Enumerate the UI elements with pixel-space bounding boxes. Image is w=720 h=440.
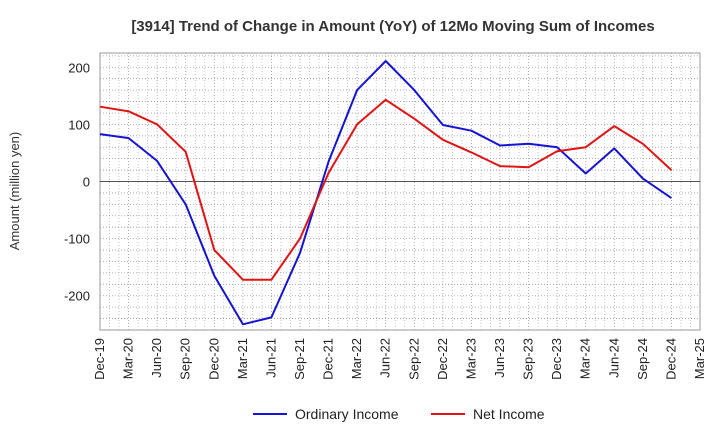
y-tick-label: -200 [64,289,90,304]
series-line [99,60,672,326]
y-tick-labels: 200 100 0 -100 -200 [64,60,90,303]
x-tick-label: Dec-23 [549,338,564,380]
x-tick-label: Jun-23 [492,338,507,378]
x-tick-label: Mar-20 [121,338,136,379]
series-line [99,98,673,281]
y-tick-label: 0 [83,175,90,190]
x-tick-label: Mar-21 [235,338,250,379]
legend-label: Ordinary Income [295,406,399,422]
x-tick-label: Dec-24 [663,338,678,380]
x-tick-labels: Dec-19 Mar-20 Jun-20 Sep-20 Dec-20 Mar-21 Jun-… [92,338,707,380]
x-tick-label: Mar-23 [463,338,478,379]
x-tick-label: Mar-25 [692,338,707,379]
x-tick-label: Dec-21 [321,338,336,380]
x-tick-label: Mar-24 [578,338,593,379]
y-tick-label: -100 [64,232,90,247]
x-tick-label: Dec-20 [206,338,221,380]
x-tick-label: Jun-22 [378,338,393,378]
x-tick-label: Dec-22 [435,338,450,380]
y-tick-label: 200 [68,60,90,75]
x-tick-label: Mar-22 [349,338,364,379]
y-axis-label: Amount (million yen) [7,132,22,251]
y-tick-label: 100 [68,117,90,132]
x-tick-label: Jun-20 [149,338,164,378]
x-tick-label: Sep-21 [292,338,307,380]
x-tick-label: Dec-19 [92,338,107,380]
series-lines [99,60,673,326]
x-tick-label: Jun-21 [263,338,278,378]
legend-label: Net Income [473,406,545,422]
x-tick-label: Sep-24 [635,338,650,380]
x-tick-label: Sep-23 [521,338,536,380]
x-tick-label: Sep-22 [406,338,421,380]
legend: Ordinary Income Net Income [253,406,545,422]
plot-area [99,52,701,331]
chart-title: [3914] Trend of Change in Amount (YoY) o… [131,18,654,35]
x-tick-label: Jun-24 [606,338,621,378]
x-tick-label: Sep-20 [178,338,193,380]
